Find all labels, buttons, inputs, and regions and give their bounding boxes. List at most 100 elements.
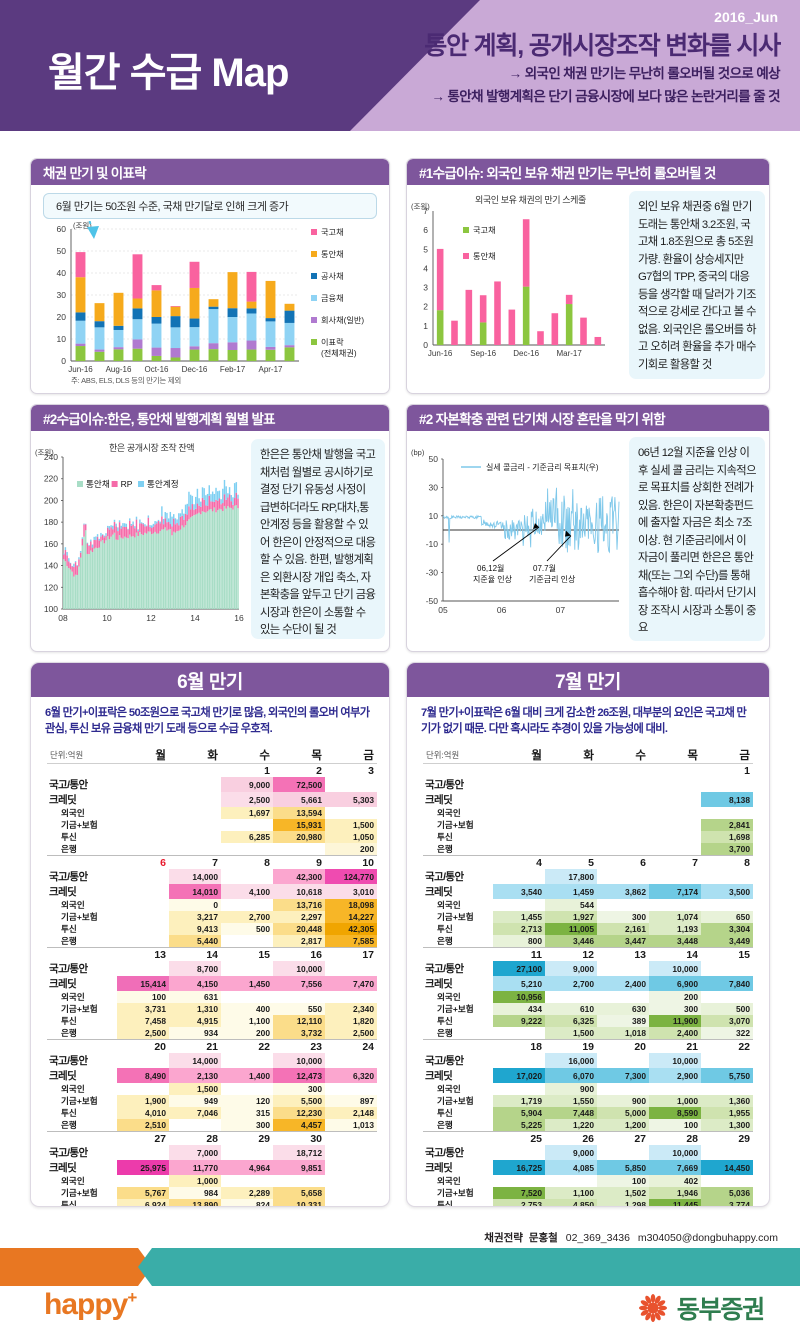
calendar-cell: 5,767 <box>117 1187 169 1200</box>
table-row: 기금+보험 7,520 1,100 1,502 1,946 5,036 <box>423 1187 753 1200</box>
row-label: 외국인 <box>61 900 85 911</box>
day-number: 5 <box>545 855 597 870</box>
calendar-cell: 42,300 <box>273 869 325 885</box>
calendar-cell: 5,500 <box>273 1095 325 1108</box>
day-number: 13 <box>597 947 649 962</box>
calendar-cell: 630 <box>597 1003 649 1016</box>
calendar-cell: 13,594 <box>273 807 325 820</box>
calendar-cell <box>169 792 221 807</box>
calendar-cell: 9,222 <box>493 1015 545 1028</box>
calendar-cell: 9,000 <box>545 1145 597 1161</box>
calendar-cell: 3,700 <box>701 843 753 856</box>
calendar-cell <box>649 869 701 884</box>
table-row: 국고/통안 14,000 42,300 124,770 <box>47 869 377 885</box>
row-label: 크레딧 <box>425 1162 453 1175</box>
calendar-june: 6월 만기 6월 만기+이표락은 50조원으로 국고채 만기로 많음, 외국인의… <box>30 662 390 1207</box>
svg-text:국고채: 국고채 <box>473 225 496 235</box>
calendar-july: 7월 만기 7월 만기+이표락은 6월 대비 크게 감소한 26조원, 대부분의… <box>406 662 770 1207</box>
calendar-cell: 1,298 <box>597 1199 649 1206</box>
calendar-cell: 1,360 <box>701 1095 753 1108</box>
calendar-cell: 434 <box>493 1003 545 1016</box>
calendar-cell: 1,193 <box>649 923 701 936</box>
calendar-cell: 2,841 <box>701 819 753 832</box>
svg-text:RP: RP <box>121 479 133 489</box>
calendar-cell: 13,890 <box>169 1199 221 1206</box>
table-row: 크레딧 17,020 6,070 7,300 2,900 5,750 <box>423 1068 753 1084</box>
svg-text:실세 콜금리 - 기준금리 목표치(우): 실세 콜금리 - 기준금리 목표치(우) <box>486 462 599 472</box>
calendar-cell: 7,585 <box>325 935 377 948</box>
table-row: 외국인 0 13,716 18,098 <box>47 899 377 912</box>
calendar-cell: 2,700 <box>545 976 597 992</box>
calendar-cell: 10,000 <box>649 961 701 977</box>
calendar-cell: 650 <box>701 911 753 924</box>
calendar-cell <box>493 1145 545 1160</box>
svg-text:-30: -30 <box>426 568 439 578</box>
dow-header-3: 목 <box>311 750 322 763</box>
calendar-cell <box>325 777 377 792</box>
calendar-cell: 5,850 <box>597 1160 649 1176</box>
calendar-cell <box>597 1145 649 1160</box>
svg-text:10: 10 <box>57 334 67 344</box>
svg-text:16: 16 <box>234 613 244 623</box>
dow-header-2: 수 <box>259 750 270 763</box>
table-row: 크레딧 15,414 4,150 1,450 7,556 7,470 <box>47 976 377 992</box>
calendar-cell <box>597 991 649 1003</box>
calendar-cell: 3,217 <box>169 911 221 924</box>
calendar-cell: 1,450 <box>221 976 273 992</box>
calendar-cell: 12,473 <box>273 1068 325 1084</box>
dow-header-3: 목 <box>687 750 698 763</box>
table-row: 크레딧 8,490 2,130 1,400 12,473 6,320 <box>47 1068 377 1084</box>
company-name: 동부증권 <box>676 1296 765 1324</box>
panel-call-rate: #2 자본확충 관련 단기채 시장 혼란을 막기 위함 -50 -30 -10 10 3… <box>406 404 770 652</box>
calendar-cell: 72,500 <box>273 777 325 793</box>
table-row: 기금+보험 1,900 949 120 5,500 897 <box>47 1095 377 1108</box>
calendar-cell: 6,285 <box>221 831 273 844</box>
dow-header-0: 월 <box>531 750 542 763</box>
calendar-july-title: 7월 만기 <box>407 663 769 697</box>
table-row: 크레딧 25,975 11,770 4,964 9,851 <box>47 1160 377 1176</box>
calendar-cell: 1,018 <box>597 1027 649 1040</box>
calendar-cell: 1,100 <box>545 1187 597 1200</box>
happy-logo-text: happy <box>44 1288 128 1321</box>
svg-text:0: 0 <box>423 340 428 350</box>
calendar-cell: 7,000 <box>169 1145 221 1161</box>
table-row: 기금+보험 5,767 984 2,289 5,658 <box>47 1187 377 1200</box>
calendar-cell <box>117 911 169 923</box>
calendar-cell: 7,556 <box>273 976 325 992</box>
svg-text:기준금리 인상: 기준금리 인상 <box>529 574 576 584</box>
svg-text:(전체채권): (전체채권) <box>321 348 357 358</box>
calendar-cell: 5,658 <box>273 1187 325 1200</box>
calendar-cell <box>325 1053 377 1068</box>
day-number: 18 <box>493 1039 545 1054</box>
calendar-week-header: 25 26 27 28 29 <box>423 1131 753 1146</box>
calendar-cell <box>545 831 597 843</box>
calendar-cell: 14,010 <box>169 884 221 900</box>
day-number: 29 <box>221 1131 273 1146</box>
calendar-cell: 18,712 <box>273 1145 325 1161</box>
calendar-cell: 2,400 <box>649 1027 701 1040</box>
page-title: 월간 수급 Map <box>48 51 289 95</box>
table-row: 단위:억원 월 화 수 목 금 <box>47 747 377 764</box>
calendar-cell <box>701 961 753 976</box>
row-label: 국고/통안 <box>425 779 464 792</box>
svg-text:(조원): (조원) <box>411 202 430 211</box>
calendar-cell: 7,840 <box>701 976 753 992</box>
calendar-cell: 1,502 <box>597 1187 649 1200</box>
calendar-cell: 17,020 <box>493 1068 545 1084</box>
row-label: 국고/통안 <box>425 963 464 976</box>
table-row: 외국인 10,956 200 <box>423 991 753 1004</box>
contact-line: 채권전략 문홍철 02_369_3436 m304050@dongbuhappy… <box>484 1230 778 1245</box>
calendar-cell: 3,862 <box>597 884 649 900</box>
contact-name: 문홍철 <box>528 1232 558 1244</box>
calendar-cell <box>649 1083 701 1095</box>
contact-email: m304050@dongbuhappy.com <box>637 1232 778 1244</box>
dow-header-2: 수 <box>635 750 646 763</box>
table-row: 외국인 1,697 13,594 <box>47 807 377 820</box>
table-row: 투신 1,698 <box>423 831 753 844</box>
calendar-cell: 20,980 <box>273 831 325 844</box>
table-row: 은행 2,500 934 200 3,732 2,500 <box>47 1027 377 1040</box>
bond-maturity-callout: 6월 만기는 50조원 수준, 국채 만기달로 인해 크게 증가 <box>43 193 377 219</box>
calendar-cell <box>221 1083 273 1095</box>
day-number: 23 <box>273 1039 325 1054</box>
svg-text:120: 120 <box>44 582 58 592</box>
